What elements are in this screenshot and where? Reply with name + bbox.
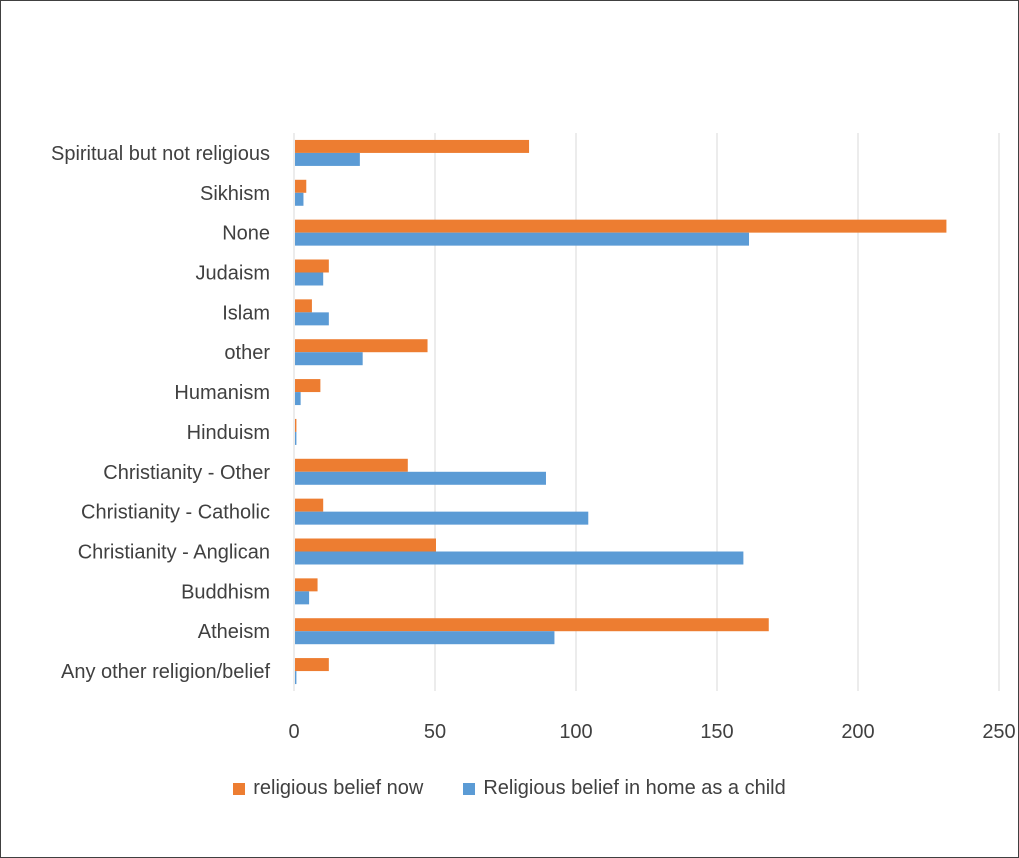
bar-now-7	[295, 418, 297, 432]
bar-child-7	[295, 431, 297, 445]
category-label: Humanism	[174, 382, 270, 404]
category-label: Any other religion/belief	[61, 661, 270, 683]
bar-now-4	[295, 299, 312, 313]
category-label: Islam	[222, 302, 270, 324]
category-label: Judaism	[196, 263, 270, 285]
bar-child-11	[295, 591, 310, 605]
bar-child-6	[295, 392, 301, 406]
category-label: Christianity - Anglican	[78, 542, 270, 564]
bars	[295, 139, 947, 685]
bar-now-1	[295, 179, 307, 193]
category-label: Buddhism	[181, 581, 270, 603]
category-label: Christianity - Catholic	[81, 502, 270, 524]
x-tick-label: 50	[424, 721, 446, 743]
bar-now-10	[295, 538, 436, 552]
legend-label: religious belief now	[253, 777, 424, 799]
bar-now-13	[295, 658, 329, 672]
category-label: Spiritual but not religious	[51, 143, 270, 165]
bar-child-8	[295, 471, 546, 485]
grid-lines	[293, 133, 1000, 691]
bar-child-13	[295, 671, 297, 685]
bar-child-12	[295, 631, 555, 645]
category-label: Christianity - Other	[103, 462, 270, 484]
x-tick-label: 250	[982, 721, 1015, 743]
legend-swatch-orange	[233, 782, 246, 795]
bar-child-0	[295, 152, 360, 166]
bar-chart: Spiritual but not religious Sikhism None Ju…	[51, 133, 1016, 743]
bar-child-1	[295, 192, 304, 206]
bar-now-2	[295, 219, 947, 233]
bar-now-3	[295, 259, 329, 273]
x-tick-label: 150	[700, 721, 733, 743]
category-labels: Spiritual but not religious Sikhism None Ju…	[51, 143, 270, 683]
bar-now-9	[295, 498, 324, 512]
bar-child-2	[295, 232, 750, 246]
category-label: Hinduism	[187, 422, 270, 444]
x-tick-labels: 0 50 100 150 200 250	[288, 721, 1015, 743]
bar-now-5	[295, 339, 428, 353]
legend-label: Religious belief in home as a child	[483, 777, 786, 799]
bar-child-5	[295, 352, 363, 366]
legend-swatch-blue	[463, 782, 476, 795]
bar-now-8	[295, 458, 408, 472]
bar-child-10	[295, 551, 744, 565]
bar-now-6	[295, 379, 321, 393]
category-label: other	[224, 342, 270, 364]
bar-child-9	[295, 511, 589, 525]
bar-child-3	[295, 272, 324, 286]
category-label: Sikhism	[200, 183, 270, 205]
bar-now-12	[295, 618, 769, 632]
legend-item-religious-belief-child: Religious belief in home as a child	[463, 777, 786, 800]
bar-now-11	[295, 578, 318, 592]
bar-child-4	[295, 312, 329, 326]
category-label: None	[222, 223, 270, 245]
category-label: Atheism	[198, 621, 270, 643]
x-tick-label: 100	[559, 721, 592, 743]
x-tick-label: 200	[841, 721, 874, 743]
legend: religious belief now Religious belief in…	[1, 777, 1018, 800]
legend-item-religious-belief-now: religious belief now	[233, 777, 423, 800]
x-tick-label: 0	[288, 721, 299, 743]
bar-now-0	[295, 139, 530, 153]
